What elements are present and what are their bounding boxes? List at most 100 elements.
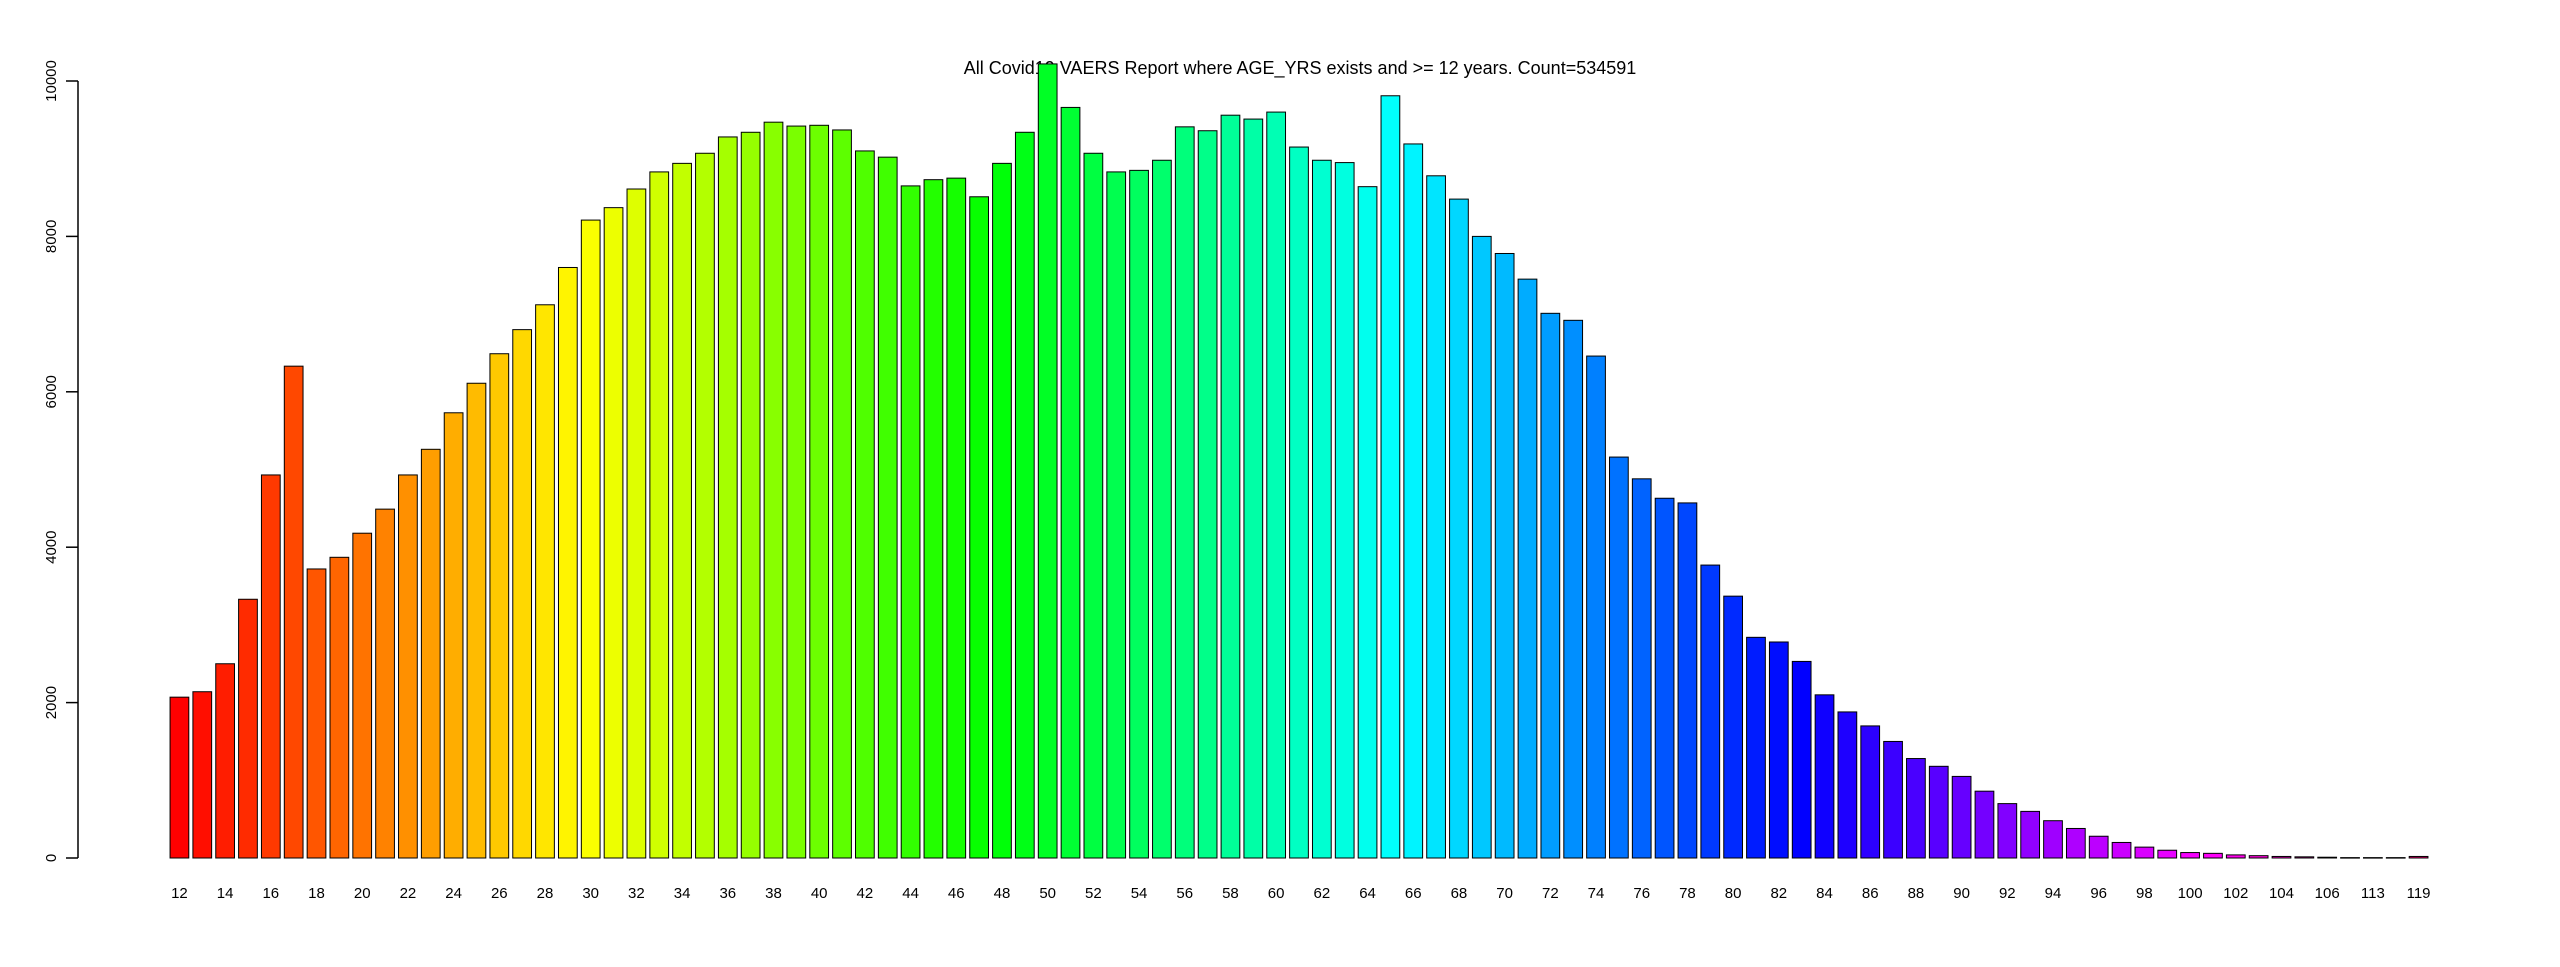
bar-age-33: [649, 171, 670, 859]
bar-age-70: [1494, 252, 1515, 859]
bar-age-73: [1563, 319, 1584, 859]
x-tick-label: 62: [1314, 885, 1331, 902]
x-tick-label: 18: [308, 885, 325, 902]
bar-age-37: [740, 131, 761, 859]
x-tick-label: 64: [1359, 885, 1376, 902]
bar-age-82: [1768, 641, 1789, 859]
bar-age-62: [1311, 159, 1332, 859]
x-tick-label: 74: [1588, 885, 1605, 902]
x-tick-label: 94: [2045, 885, 2062, 902]
bar-age-31: [603, 207, 624, 859]
x-tick-label: 24: [445, 885, 462, 902]
bar-age-59: [1243, 118, 1264, 859]
bar-age-30: [580, 219, 601, 859]
bar-age-21: [375, 508, 395, 859]
bar-age-65: [1380, 95, 1401, 859]
x-tick-label: 26: [491, 885, 508, 902]
bar-age-99: [2157, 849, 2178, 859]
bar-age-71: [1517, 278, 1538, 859]
bar-age-80: [1723, 595, 1743, 859]
x-tick-label: 86: [1862, 885, 1879, 902]
x-tick-label: 54: [1131, 885, 1148, 902]
bar-age-100: [2180, 852, 2200, 859]
x-tick-label: 36: [719, 885, 736, 902]
y-tick-label: 2000: [43, 686, 60, 719]
x-tick-label: 52: [1085, 885, 1102, 902]
bar-age-24: [443, 412, 464, 859]
bar-age-54: [1129, 169, 1149, 859]
x-tick-label: 72: [1542, 885, 1559, 902]
bar-age-16: [260, 474, 281, 859]
x-tick-label: 88: [1908, 885, 1925, 902]
x-tick-label: 46: [948, 885, 965, 902]
x-tick-label: 40: [811, 885, 828, 902]
x-tick-label: 60: [1268, 885, 1285, 902]
bar-age-43: [877, 156, 898, 859]
bar-age-58: [1220, 114, 1241, 859]
x-axis-labels: 12 14 16 18 20 22 24 26 28 30 32 34 36 38 40 42 44 46 48 50…: [171, 885, 2430, 902]
bar-age-49: [1014, 131, 1035, 859]
bar-age-28: [535, 304, 555, 859]
y-tick-label: 8000: [43, 220, 60, 253]
x-tick-label: 12: [171, 885, 188, 902]
bar-age-92: [1997, 803, 2018, 859]
bar-age-114: [2385, 857, 2406, 859]
bar-age-79: [1700, 564, 1721, 859]
bar-age-39: [786, 125, 807, 859]
x-tick-label: 34: [674, 885, 691, 902]
bar-age-36: [717, 136, 738, 859]
chart-title: All Covid19 VAERS Report where AGE_YRS e…: [964, 58, 1637, 79]
bar-age-50: [1037, 63, 1058, 859]
bar-age-18: [306, 568, 327, 859]
x-tick-label: 90: [1953, 885, 1970, 902]
bar-age-86: [1860, 725, 1881, 859]
bar-age-72: [1540, 312, 1561, 859]
bar-age-67: [1426, 175, 1446, 859]
x-tick-label: 78: [1679, 885, 1696, 902]
bar-age-48: [992, 162, 1012, 859]
x-tick-label: 38: [765, 885, 782, 902]
bar-age-46: [946, 177, 967, 859]
bar-age-42: [855, 150, 875, 859]
x-tick-label: 20: [354, 885, 371, 902]
bar-age-91: [1974, 790, 1995, 859]
bar-age-69: [1471, 235, 1492, 859]
bar-age-45: [923, 179, 944, 859]
bar-age-93: [2020, 810, 2041, 859]
bar-age-19: [329, 556, 350, 859]
x-tick-label: 66: [1405, 885, 1422, 902]
bar-age-105: [2294, 856, 2315, 859]
bar-age-107: [2340, 857, 2360, 859]
y-tick-label: 6000: [43, 375, 60, 408]
bar-age-32: [626, 188, 647, 859]
bar-age-40: [809, 124, 830, 859]
x-tick-label: 16: [262, 885, 279, 902]
bar-age-85: [1837, 711, 1858, 859]
bar-age-20: [352, 532, 373, 859]
bar-age-97: [2111, 841, 2132, 859]
bar-age-51: [1060, 106, 1081, 859]
x-tick-label: 70: [1496, 885, 1513, 902]
bar-age-84: [1814, 694, 1835, 859]
x-tick-label: 48: [994, 885, 1011, 902]
x-tick-label: 44: [902, 885, 919, 902]
bar-age-60: [1266, 111, 1287, 859]
bar-age-55: [1152, 159, 1172, 859]
x-tick-label: 80: [1725, 885, 1742, 902]
bar-age-89: [1928, 765, 1949, 859]
bar-age-26: [489, 353, 510, 859]
bar-age-27: [512, 329, 533, 859]
x-tick-label: 76: [1633, 885, 1650, 902]
x-tick-label: 100: [2178, 885, 2203, 902]
bar-age-44: [900, 185, 921, 859]
bars-group: [169, 63, 2429, 859]
bar-age-64: [1357, 186, 1378, 859]
bar-age-14: [215, 663, 235, 859]
bar-age-12: [169, 696, 190, 859]
bar-age-94: [2043, 820, 2063, 859]
x-tick-label: 119: [2407, 885, 2431, 902]
bar-age-102: [2225, 854, 2246, 859]
x-tick-label: 68: [1451, 885, 1468, 902]
